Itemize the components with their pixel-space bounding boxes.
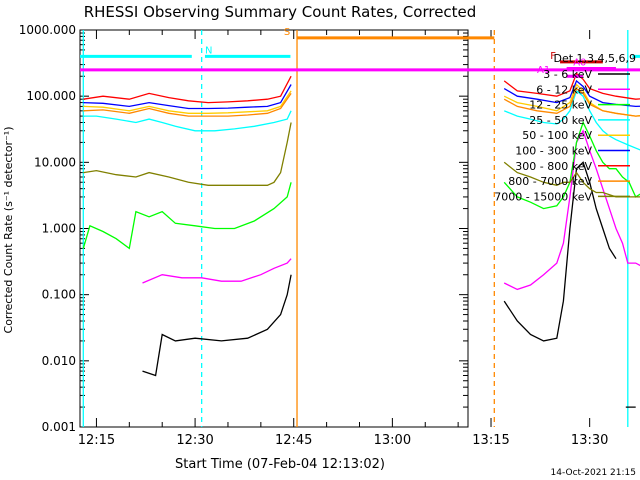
x-tick-label: 12:30 bbox=[176, 433, 213, 448]
y-tick-label: 1000.000 bbox=[19, 23, 76, 37]
footer-timestamp: 14-Oct-2021 21:15 bbox=[551, 468, 636, 478]
y-axis-label: Corrected Count Rate (s⁻¹ detector⁻¹) bbox=[2, 127, 15, 334]
legend-title: Det 1,3,4,5,6,9 bbox=[553, 52, 636, 65]
legend-label: 12 - 25 keV bbox=[529, 99, 592, 112]
y-tick-label: 0.100 bbox=[42, 288, 76, 302]
series-line-4 bbox=[83, 83, 640, 117]
y-tick-label: 100.000 bbox=[26, 89, 76, 103]
y-tick-label: 1.000 bbox=[42, 222, 76, 236]
x-tick-label: 13:00 bbox=[374, 433, 411, 448]
x-tick-label: 13:30 bbox=[571, 433, 608, 448]
y-tick-label: 0.010 bbox=[42, 354, 76, 368]
legend-label: 25 - 50 keV bbox=[529, 114, 592, 127]
flag-label: A1 bbox=[537, 65, 550, 76]
chart-title: RHESSI Observing Summary Count Rates, Co… bbox=[84, 3, 477, 21]
series-line-7 bbox=[83, 87, 640, 117]
x-axis-label: Start Time (07-Feb-04 12:13:02) bbox=[175, 457, 385, 472]
series-line-1 bbox=[142, 129, 640, 291]
y-tick-label: 10.000 bbox=[34, 155, 76, 169]
series-line-8 bbox=[83, 122, 640, 198]
series-line-0 bbox=[142, 161, 636, 408]
series-line-2 bbox=[82, 120, 640, 250]
x-tick-label: 13:15 bbox=[472, 433, 509, 448]
series-line-5 bbox=[83, 79, 640, 110]
legend-label: 300 - 800 keV bbox=[515, 160, 592, 173]
legend-label: 7000 - 15000 keV bbox=[494, 190, 592, 203]
series-line-6 bbox=[83, 72, 640, 104]
legend-label: 3 - 6 keV bbox=[543, 68, 592, 81]
flag-label: A0 bbox=[573, 57, 586, 68]
x-tick-label: 12:15 bbox=[78, 433, 115, 448]
series-line-3 bbox=[83, 89, 640, 151]
flag-label: S bbox=[284, 27, 290, 38]
y-tick-label: 0.001 bbox=[42, 420, 76, 434]
flag-label: F bbox=[550, 51, 556, 62]
x-tick-label: 12:45 bbox=[275, 433, 312, 448]
legend-label: 800 - 7000 keV bbox=[508, 175, 592, 188]
legend-label: 6 - 12 keV bbox=[536, 83, 592, 96]
legend-label: 100 - 300 keV bbox=[515, 145, 592, 158]
flag-label: N bbox=[205, 45, 212, 56]
legend-label: 50 - 100 keV bbox=[522, 129, 592, 142]
